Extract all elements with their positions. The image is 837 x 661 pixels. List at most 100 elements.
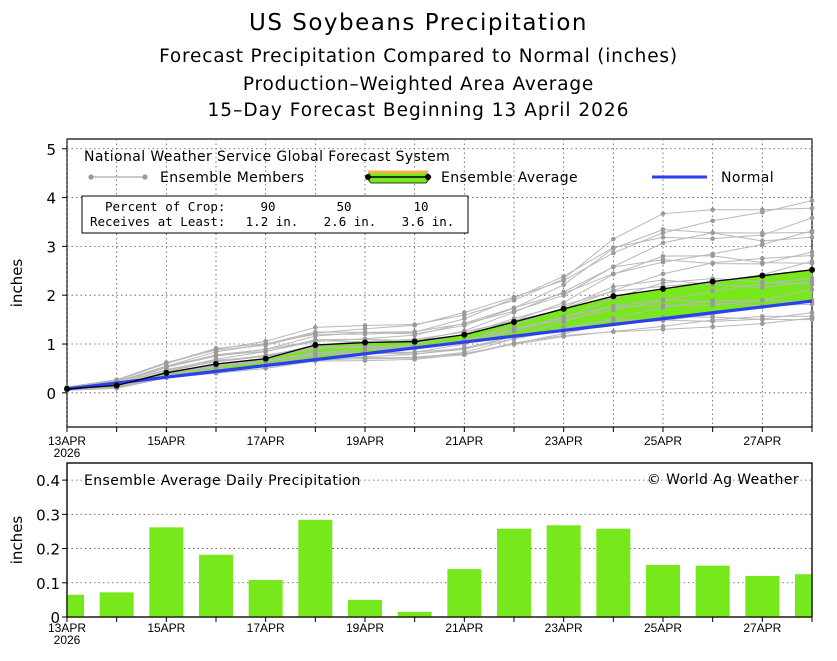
ensemble-member-point [660, 303, 666, 308]
ensemble-member-point [511, 328, 517, 334]
ensemble-average-point [113, 382, 120, 389]
ensemble-member-point [164, 361, 169, 366]
ensemble-member-line [66, 228, 813, 389]
legend-average-label: Ensemble Average [441, 170, 578, 186]
ensemble-member-point [710, 261, 715, 266]
cumulative-x-tick-label: 15APR [147, 434, 185, 448]
cumulative-x-tick-label: 19APR [346, 434, 384, 448]
ensemble-average-point [163, 369, 170, 376]
ensemble-member-point [561, 334, 566, 339]
cumulative-y-ticks: 0 1 2 3 4 5 [46, 141, 67, 403]
ensemble-member-point [611, 245, 616, 250]
ensemble-member-point [611, 288, 616, 293]
ensemble-member-point [313, 350, 318, 356]
ensemble-member-point [313, 330, 318, 336]
ensemble-member-point [710, 319, 715, 324]
ensemble-member-point [313, 325, 318, 330]
daily-y-tick-label: 0 [50, 609, 60, 627]
ensemble-member-point [809, 317, 815, 322]
ensemble-member-point [760, 256, 765, 261]
daily-frame [66, 462, 813, 618]
ensemble-member-point [660, 259, 666, 265]
ensemble-member-point [611, 271, 616, 277]
daily-y-tick-label: 0.4 [36, 472, 60, 490]
daily-x-tick-label: 15APR [147, 621, 185, 635]
cumulative-y-tick-label: 4 [46, 190, 56, 208]
ensemble-member-point [809, 313, 815, 319]
ensemble-average-point [213, 361, 219, 368]
ensemble-member-point [710, 218, 715, 224]
ensemble-member-point [760, 321, 765, 326]
daily-precip-bar [596, 528, 631, 617]
ensemble-average-point [411, 338, 418, 345]
ensemble-average-point [759, 272, 766, 279]
ensemble-member-point [660, 235, 666, 240]
daily-precip-bar [695, 565, 730, 617]
ensemble-member-point [710, 324, 715, 330]
daily-x-tick-label: 23APR [545, 621, 583, 635]
ensemble-member-point [660, 253, 666, 259]
ensemble-member-point [760, 232, 765, 238]
ensemble-member-point [263, 343, 268, 348]
cumulative-x-tick-label: 13APR [48, 434, 86, 448]
ensemble-member-point [362, 331, 368, 337]
percent-crop-table: Percent of Crop: Receives at Least: 90 5… [81, 195, 469, 234]
ensemble-member-point [511, 305, 517, 311]
ensemble-member-point [462, 312, 467, 318]
ensemble-member-point [263, 347, 268, 352]
chart-subtitle-2: Production–Weighted Area Average [242, 74, 595, 95]
ensemble-member-line [66, 207, 813, 388]
credit-text: © World Ag Weather [647, 472, 799, 488]
ensemble-member-point [809, 205, 815, 211]
cumulative-x-tick-year: 2026 [54, 446, 81, 460]
daily-y-tick-label: 0.3 [36, 506, 60, 524]
ensemble-average-point [560, 305, 567, 312]
ensemble-member-point [710, 288, 715, 294]
daily-precip-bar [99, 592, 134, 617]
ensemble-member-point [760, 238, 765, 244]
daily-y-tick-label: 0.2 [36, 541, 60, 559]
ensemble-member-point [412, 322, 417, 327]
daily-x-tick-label: 19APR [346, 621, 384, 635]
daily-y-axis-label: inches [8, 516, 26, 565]
chart-subtitle-3: 15–Day Forecast Beginning 13 April 2026 [207, 100, 630, 121]
ensemble-member-point [760, 242, 765, 247]
cumulative-x-tick-label: 23APR [545, 434, 583, 448]
amount-row-label: Receives at Least: [90, 214, 225, 229]
ensemble-average-point [809, 266, 815, 273]
ensemble-member-point [561, 315, 566, 321]
daily-precip-bar [248, 580, 283, 617]
ensemble-member-point [611, 236, 616, 242]
ensemble-member-point [412, 355, 417, 361]
ensemble-average-line [64, 266, 815, 392]
cumulative-y-tick-label: 2 [46, 287, 56, 305]
ensemble-member-point [809, 198, 815, 203]
cumulative-x-tick-label: 27APR [743, 434, 781, 448]
ensemble-member-point [660, 324, 666, 329]
ensemble-member-point [809, 310, 815, 315]
ensemble-member-point [462, 316, 467, 322]
ensemble-member-point [611, 284, 616, 290]
ensemble-member-point [511, 298, 517, 303]
cumulative-y-tick-label: 3 [46, 238, 56, 256]
ensemble-average-point [312, 341, 319, 348]
ensemble-member-point [362, 344, 368, 350]
ensemble-member-point [511, 341, 517, 347]
daily-precip-bar [348, 599, 382, 617]
ensemble-member-point [561, 300, 566, 305]
amount-90: 1.2 in. [246, 214, 299, 229]
ensemble-member-point [809, 215, 815, 221]
ensemble-member-point [611, 304, 616, 309]
ensemble-member-point [611, 316, 616, 321]
ensemble-average-point [660, 285, 666, 292]
ensemble-member-line [66, 217, 813, 389]
ensemble-member-point [660, 277, 666, 283]
ensemble-member-point [213, 353, 219, 359]
ensemble-member-point [660, 298, 666, 303]
ensemble-member-point [710, 236, 715, 241]
ensemble-member-point [760, 207, 765, 213]
daily-panel-title: Ensemble Average Daily Precipitation [84, 473, 361, 489]
